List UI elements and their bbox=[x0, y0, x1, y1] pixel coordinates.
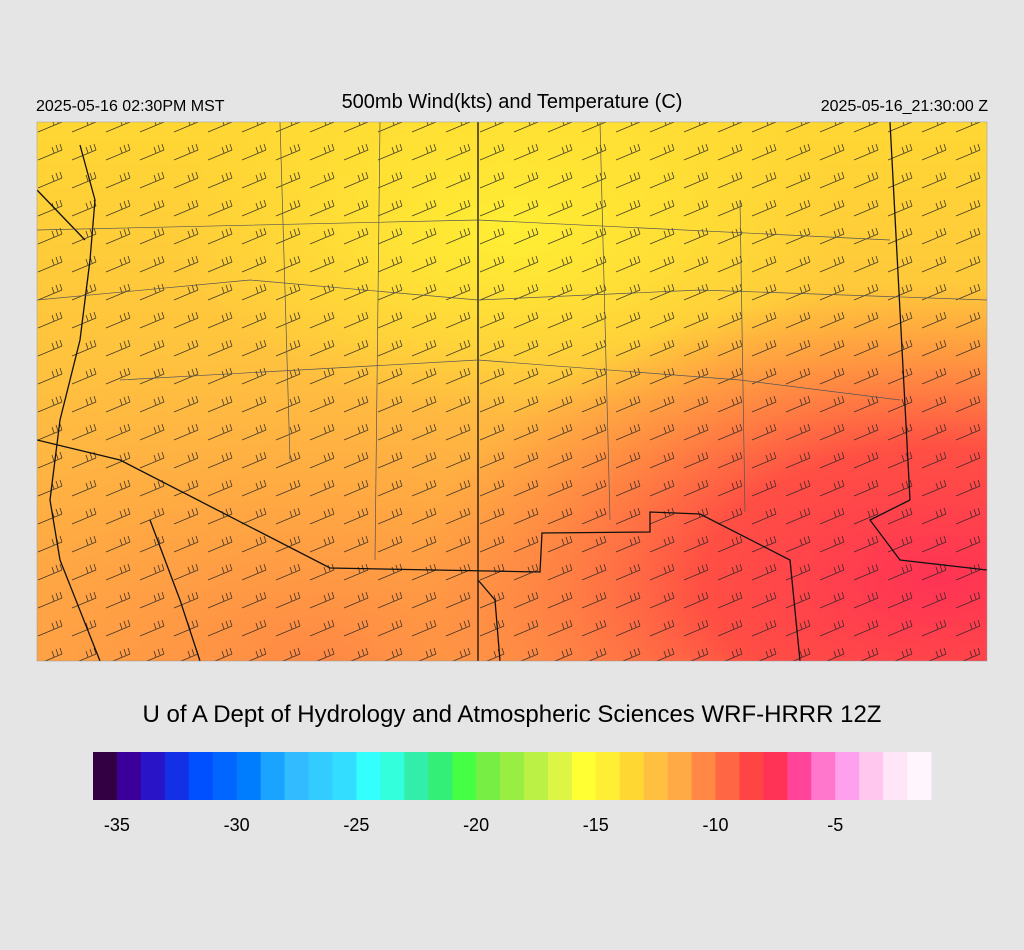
colorbar-tick-label: -10 bbox=[703, 815, 729, 835]
local-time: 2025-05-16 02:30PM MST bbox=[36, 98, 225, 115]
map-title: 500mb Wind(kts) and Temperature (C) bbox=[342, 91, 683, 113]
colorbar-swatch bbox=[260, 752, 286, 800]
colorbar-tick-label: -25 bbox=[343, 815, 369, 835]
colorbar-swatch bbox=[428, 752, 453, 800]
credit: U of A Dept of Hydrology and Atmospheric… bbox=[143, 701, 882, 728]
colorbar-tick-label: -20 bbox=[463, 815, 489, 835]
utc-time: 2025-05-16_21:30:00 Z bbox=[821, 98, 988, 115]
colorbar-swatch bbox=[332, 752, 357, 800]
map bbox=[37, 122, 987, 661]
colorbar-swatch bbox=[523, 752, 549, 800]
colorbar-swatch bbox=[619, 752, 645, 800]
colorbar-swatch bbox=[188, 752, 214, 800]
colorbar-swatch bbox=[883, 752, 908, 800]
colorbar-swatch bbox=[667, 752, 693, 800]
colorbar-swatch bbox=[907, 752, 932, 800]
colorbar-swatch bbox=[164, 752, 190, 800]
colorbar-swatch bbox=[787, 752, 812, 800]
colorbar-swatch bbox=[380, 752, 405, 800]
colorbar-swatch bbox=[763, 752, 788, 800]
colorbar-swatch bbox=[404, 752, 429, 800]
colorbar-swatch bbox=[571, 752, 597, 800]
colorbar-swatch bbox=[476, 752, 501, 800]
colorbar-swatch bbox=[93, 752, 118, 800]
colorbar-swatch bbox=[308, 752, 333, 800]
map-frame bbox=[36, 121, 988, 662]
colorbar-swatch bbox=[643, 752, 669, 800]
colorbar-swatch bbox=[715, 752, 740, 800]
wind-barbs bbox=[37, 122, 987, 661]
colorbar-swatch bbox=[284, 752, 309, 800]
colorbar-tick-label: -30 bbox=[224, 815, 250, 835]
colorbar-swatch bbox=[739, 752, 764, 800]
colorbar-swatch bbox=[811, 752, 836, 800]
colorbar-swatch bbox=[859, 752, 884, 800]
county-borders bbox=[37, 122, 987, 561]
colorbar-swatch bbox=[116, 752, 142, 800]
state-borders bbox=[37, 122, 987, 661]
colorbar-swatch bbox=[500, 752, 525, 800]
colorbar-tick-label: -5 bbox=[827, 815, 843, 835]
colorbar-swatch bbox=[452, 752, 477, 800]
colorbar-swatch bbox=[212, 752, 238, 800]
colorbar-tick-label: -35 bbox=[104, 815, 130, 835]
colorbar-swatch bbox=[356, 752, 381, 800]
colorbar-swatch bbox=[835, 752, 860, 800]
colorbar-swatch bbox=[547, 752, 573, 800]
colorbar-swatch bbox=[595, 752, 621, 800]
colorbar-tick-label: -15 bbox=[583, 815, 609, 835]
colorbar-swatch bbox=[236, 752, 262, 800]
colorbar-swatch bbox=[691, 752, 717, 800]
colorbar: -35 -30 -25 -20 -15 -10 -5 bbox=[93, 752, 932, 835]
colorbar-swatch bbox=[140, 752, 166, 800]
